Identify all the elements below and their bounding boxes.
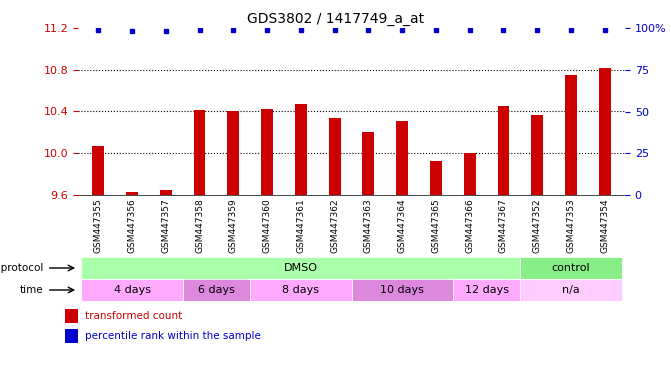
Text: GSM447361: GSM447361 (297, 198, 305, 253)
Text: percentile rank within the sample: percentile rank within the sample (85, 331, 260, 341)
Bar (81, 257, 520, 279)
Bar (81, 279, 183, 301)
Bar (352, 279, 453, 301)
Text: DMSO: DMSO (284, 263, 318, 273)
Text: GSM447367: GSM447367 (499, 198, 508, 253)
Bar (362, 132, 374, 384)
Text: GSM447356: GSM447356 (127, 198, 136, 253)
Text: control: control (552, 263, 590, 273)
Bar (329, 118, 340, 384)
Text: time: time (19, 285, 43, 295)
Bar (531, 115, 543, 384)
Bar (430, 161, 442, 384)
Bar (295, 104, 307, 384)
Text: GSM447358: GSM447358 (195, 198, 204, 253)
Bar (464, 153, 476, 384)
Text: GSM447366: GSM447366 (465, 198, 474, 253)
Text: GDS3802 / 1417749_a_at: GDS3802 / 1417749_a_at (247, 12, 424, 25)
Text: 6 days: 6 days (198, 285, 235, 295)
Text: GSM447355: GSM447355 (94, 198, 103, 253)
Text: transformed count: transformed count (85, 311, 182, 321)
Text: GSM447353: GSM447353 (566, 198, 576, 253)
Text: GSM447359: GSM447359 (229, 198, 238, 253)
Bar (64, 329, 78, 343)
Text: GSM447354: GSM447354 (601, 198, 609, 253)
Text: GSM447364: GSM447364 (398, 198, 407, 253)
Text: 12 days: 12 days (464, 285, 509, 295)
Bar (250, 279, 352, 301)
Bar (160, 190, 172, 384)
Text: 10 days: 10 days (380, 285, 424, 295)
Text: 4 days: 4 days (113, 285, 150, 295)
Text: GSM447360: GSM447360 (262, 198, 272, 253)
Text: 8 days: 8 days (282, 285, 319, 295)
Bar (453, 279, 520, 301)
Text: GSM447365: GSM447365 (431, 198, 440, 253)
Text: growth protocol: growth protocol (0, 263, 43, 273)
Bar (261, 109, 273, 384)
Text: GSM447363: GSM447363 (364, 198, 373, 253)
Text: GSM447352: GSM447352 (533, 198, 541, 253)
Text: n/a: n/a (562, 285, 580, 295)
Bar (520, 279, 621, 301)
Bar (126, 192, 138, 384)
Bar (64, 309, 78, 323)
Text: GSM447362: GSM447362 (330, 198, 339, 253)
Text: GSM447357: GSM447357 (161, 198, 170, 253)
Bar (227, 111, 240, 384)
Bar (520, 257, 621, 279)
Bar (497, 106, 509, 384)
Bar (599, 68, 611, 384)
Bar (93, 146, 104, 384)
Bar (194, 111, 205, 384)
Bar (183, 279, 250, 301)
Bar (397, 121, 408, 384)
Bar (565, 75, 577, 384)
